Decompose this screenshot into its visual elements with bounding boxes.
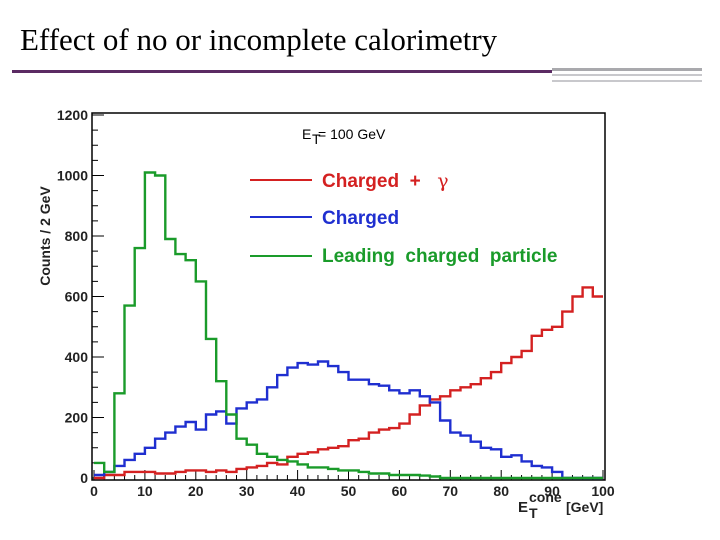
energy-annotation: E [302,126,311,142]
y-tick-label: 800 [65,228,89,244]
energy-annotation-main: E [302,126,311,142]
legend-label-charged: Charged [322,208,399,229]
series-charged-plus-gamma [94,286,603,480]
y-tick-label: 1200 [57,107,88,123]
series-charged [94,360,603,480]
legend-label-gamma-symbol: γ [437,170,448,192]
x-tick-label: 70 [443,483,459,499]
title-underline-accent [552,68,702,71]
x-tick-label: 10 [137,483,153,499]
x-tick-label: 100 [591,483,615,499]
y-tick-label: 0 [80,470,88,486]
x-tick-label: 80 [493,483,509,499]
legend-label-charged-gamma-main: Charged + [322,171,431,192]
slide-title: Effect of no or incomplete calorimetry [20,22,498,57]
y-tick-label: 1000 [57,168,88,184]
title-underline-accent-2 [552,74,702,76]
y-tick-label: 400 [65,349,89,365]
plot-frame [91,112,606,481]
legend-label-leading: Leading charged particle [322,246,557,267]
x-tick-label: 40 [290,483,306,499]
x-axis-label-sup: cone [529,489,562,505]
legend-label-charged-gamma: Charged + γ [322,170,449,192]
x-axis-label-unit: [GeV] [566,499,603,515]
x-tick-label: 90 [544,483,560,499]
y-tick-label: 600 [65,289,89,305]
x-tick-label: 0 [90,483,98,499]
legend: Charged + γ Charged Leading charged part… [250,170,557,267]
x-tick-label: 60 [392,483,408,499]
x-tick-label: 20 [188,483,204,499]
x-tick-label: 50 [341,483,357,499]
x-axis-label: E [518,499,528,516]
axis-ticks: 0 10 20 30 40 50 60 70 80 90 100020040060080010001… [57,107,615,499]
title-underline [12,70,552,73]
x-axis-label-sub: T [529,505,538,521]
x-axis-label-main: E [518,499,528,516]
y-axis-label: Counts / 2 GeV [37,186,53,286]
histogram-series [94,171,603,480]
series-leading-charged-particle [94,171,603,480]
x-tick-label: 30 [239,483,255,499]
energy-annotation-sub: T [312,131,321,147]
energy-annotation-rest: = 100 GeV [318,126,386,142]
title-underline-accent-3 [552,80,702,82]
y-tick-label: 200 [65,410,89,426]
